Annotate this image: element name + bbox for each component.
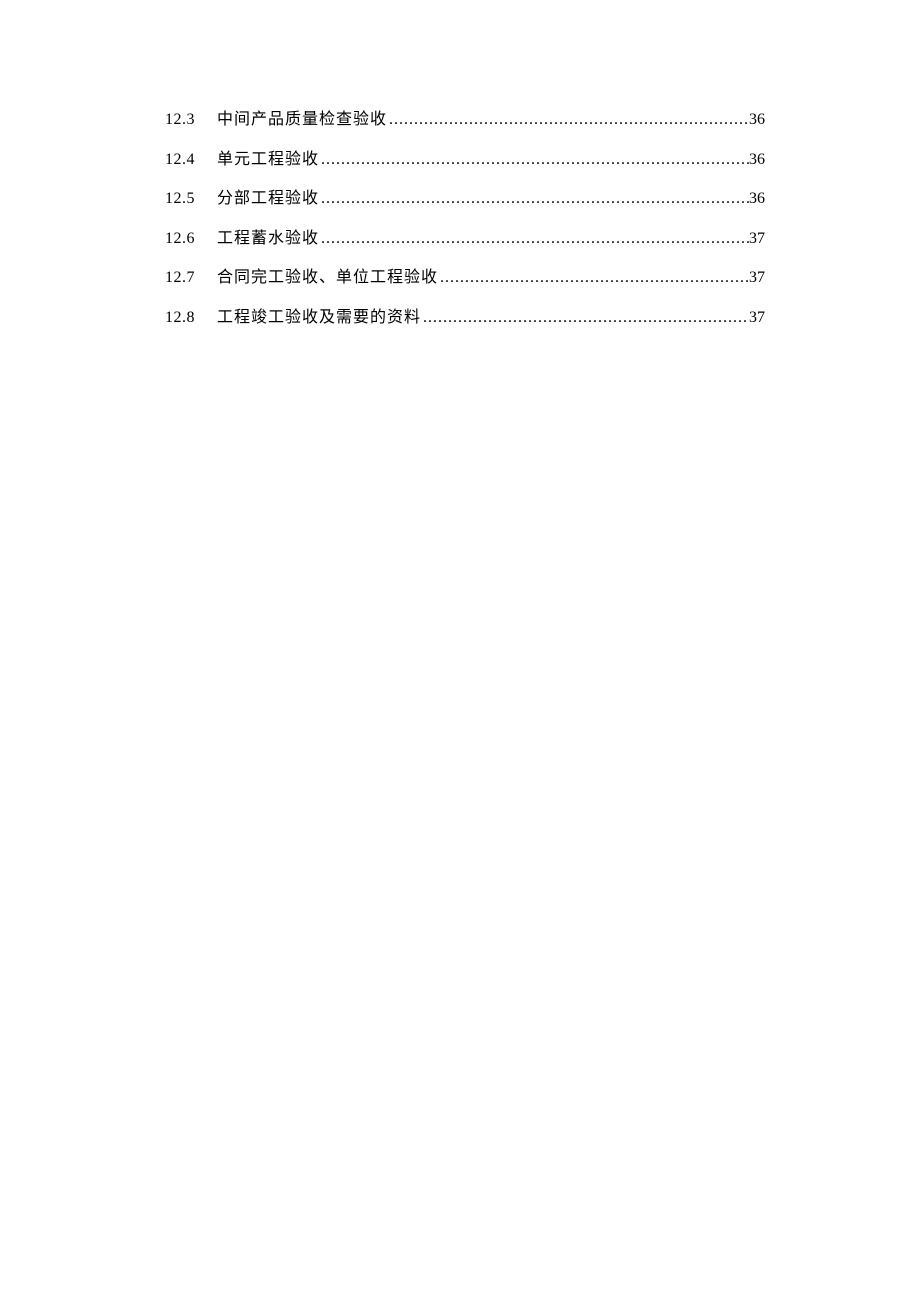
toc-title: 工程竣工验收及需要的资料 [217,306,421,330]
toc-number: 12.4 [165,148,217,172]
toc-page: 36 [749,187,765,211]
toc-entry: 12.3 中间产品质量检查验收 36 [165,108,765,132]
toc-number: 12.7 [165,266,217,290]
toc-title: 中间产品质量检查验收 [217,108,387,132]
toc-entry: 12.5 分部工程验收 36 [165,187,765,211]
toc-title: 工程蓄水验收 [217,227,319,251]
toc-page: 36 [749,108,765,132]
toc-page: 36 [749,148,765,172]
toc-page: 37 [749,266,765,290]
toc-title: 单元工程验收 [217,148,319,172]
toc-container: 12.3 中间产品质量检查验收 36 12.4 单元工程验收 36 12.5 分… [165,108,765,345]
toc-entry: 12.7 合同完工验收、单位工程验收 37 [165,266,765,290]
toc-number: 12.6 [165,227,217,251]
toc-dots [319,148,749,172]
toc-number: 12.3 [165,108,217,132]
toc-dots [319,187,749,211]
toc-title: 合同完工验收、单位工程验收 [217,266,438,290]
toc-title: 分部工程验收 [217,187,319,211]
toc-page: 37 [749,306,765,330]
toc-dots [438,266,749,290]
toc-entry: 12.8 工程竣工验收及需要的资料 37 [165,306,765,330]
toc-entry: 12.6 工程蓄水验收 37 [165,227,765,251]
toc-number: 12.8 [165,306,217,330]
toc-entry: 12.4 单元工程验收 36 [165,148,765,172]
toc-dots [387,108,749,132]
toc-dots [319,227,749,251]
toc-number: 12.5 [165,187,217,211]
toc-page: 37 [749,227,765,251]
toc-dots [421,306,749,330]
